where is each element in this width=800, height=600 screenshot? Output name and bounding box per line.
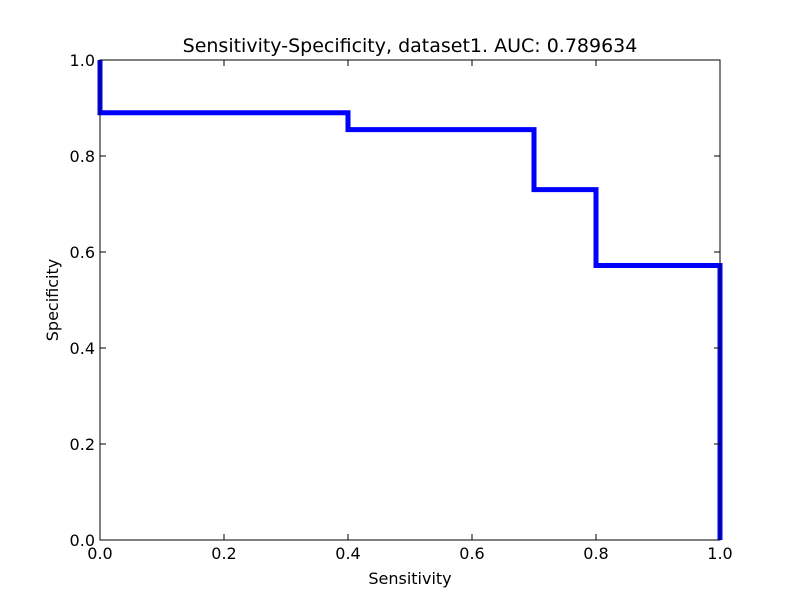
- x-tick-label: 1.0: [707, 544, 732, 563]
- y-tick-label: 0.8: [70, 147, 95, 166]
- y-tick-label: 0.0: [70, 531, 95, 550]
- y-tick-label: 0.2: [70, 435, 95, 454]
- y-axis-label: Specificity: [43, 259, 62, 341]
- series-line-0: [97, 60, 723, 540]
- y-tick-label: 0.4: [70, 339, 95, 358]
- chart-title: Sensitivity-Specificity, dataset1. AUC: …: [183, 35, 638, 57]
- x-tick-label: 0.4: [335, 544, 360, 563]
- axis-ticks: 0.0 0.2 0.4 0.6 0.8 1.0 0.0 0.2 0.4 0.6 0.8 1.0: [70, 51, 733, 563]
- x-tick-label: 0.2: [211, 544, 236, 563]
- plot-frame: [99, 59, 721, 541]
- plot-area: [97, 60, 723, 540]
- x-tick-label: 0.8: [583, 544, 608, 563]
- y-tick-label: 0.6: [70, 243, 95, 262]
- x-tick-label: 0.6: [459, 544, 484, 563]
- x-tick-label: 0.0: [87, 544, 112, 563]
- y-tick-label: 1.0: [70, 51, 95, 70]
- x-axis-label: Sensitivity: [368, 569, 451, 588]
